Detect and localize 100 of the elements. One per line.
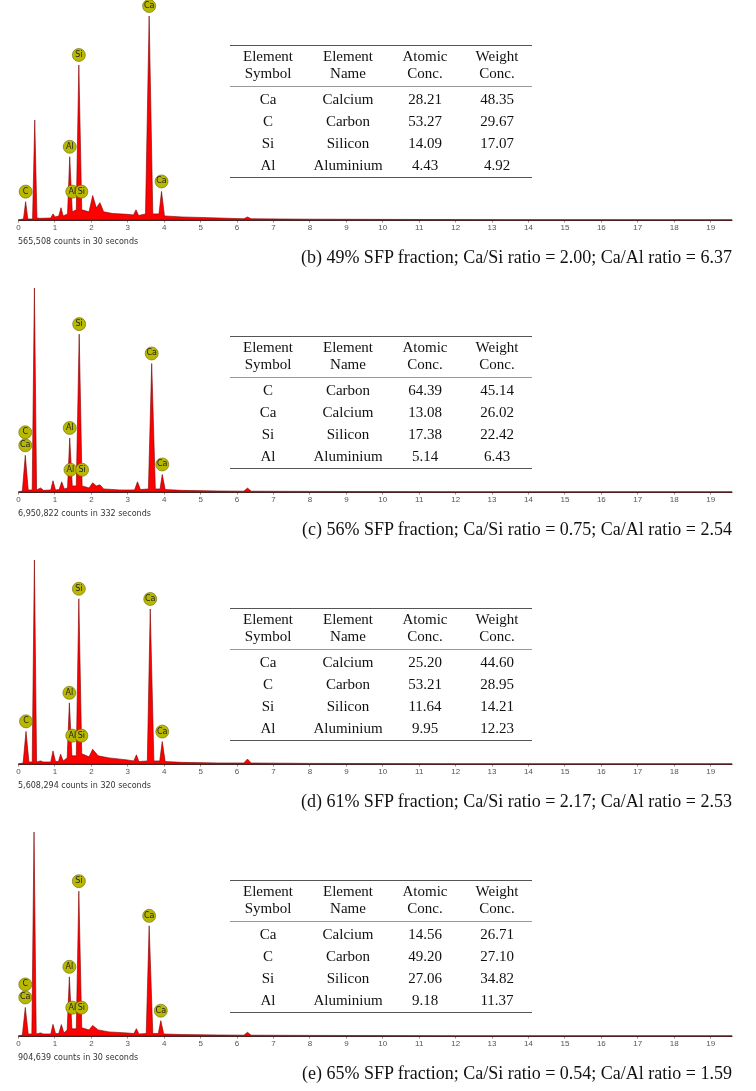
annotation: Ca: [143, 910, 155, 920]
x-tick-label: 2: [89, 1038, 95, 1048]
annotation: Ca: [259, 926, 277, 942]
annotation: Weight Conc.: [475, 611, 520, 644]
annotation: Calcium: [322, 654, 374, 670]
annotation: Element Symbol: [243, 339, 294, 372]
annotation: Al: [65, 141, 74, 151]
annotation: Al: [66, 464, 75, 474]
x-tick-label: 4: [161, 222, 167, 232]
annotation: 5.14: [411, 448, 439, 464]
x-tick-label: 19: [706, 494, 716, 504]
annotation: Silicon: [326, 426, 370, 442]
annotation: 11.37: [480, 992, 515, 1008]
annotation: Weight Conc.: [475, 48, 520, 81]
annotation: Calcium: [322, 91, 374, 107]
annotation: Aluminium: [313, 448, 383, 464]
x-tick-label: 5: [198, 1038, 204, 1048]
annotation: Element Symbol: [243, 48, 294, 81]
text: 6,950,822 counts in 332 seconds: [18, 509, 151, 518]
x-tick-label: 10: [378, 1038, 388, 1048]
x-tick-label: 19: [706, 1038, 716, 1048]
x-tick-label: 13: [487, 222, 498, 232]
annotation: Carbon: [325, 382, 371, 398]
x-tick-label: 14: [524, 494, 534, 504]
x-tick-label: 19: [706, 766, 716, 776]
x-tick-label: 1: [52, 766, 58, 776]
x-tick-label: 17: [633, 1038, 643, 1048]
x-tick-label: 18: [669, 766, 680, 776]
x-tick-label: 18: [669, 1038, 680, 1048]
annotation: Si: [75, 876, 83, 886]
x-tick-label: 4: [161, 1038, 167, 1048]
x-tick-label: 7: [271, 222, 277, 232]
annotation: Ca: [20, 440, 31, 450]
annotation: 13.08: [408, 404, 442, 420]
annotation: Element Name: [323, 48, 374, 81]
annotation: 17.38: [408, 426, 442, 442]
annotation: Atomic Conc.: [402, 611, 448, 644]
text: (c) 56% SFP fraction; Ca/Si ratio = 0.75; Ca/Al ratio = 2.54: [301, 519, 732, 540]
annotation: Si: [261, 698, 275, 714]
annotation: Ca: [146, 348, 158, 358]
x-tick-label: 19: [706, 222, 716, 232]
x-tick-label: 8: [307, 766, 313, 776]
x-tick-label: 5: [198, 222, 204, 232]
annotation: 25.20: [408, 654, 442, 670]
annotation: C: [22, 186, 29, 196]
x-tick-label: 12: [451, 222, 461, 232]
annotation: Aluminium: [313, 157, 383, 173]
annotation: Al: [65, 422, 74, 432]
annotation: Ca: [155, 1005, 167, 1015]
annotation: 22.42: [480, 426, 514, 442]
x-tick-label: 2: [89, 494, 95, 504]
x-tick-label: 9: [344, 1038, 350, 1048]
x-tick-label: 4: [161, 766, 167, 776]
x-tick-label: 2: [89, 222, 95, 232]
annotation: 53.27: [408, 113, 443, 129]
annotation: C: [22, 979, 29, 989]
x-tick-label: 7: [271, 766, 277, 776]
annotation: 6.43: [483, 448, 511, 464]
x-tick-label: 13: [487, 494, 498, 504]
annotation: Al: [260, 720, 276, 736]
x-tick-label: 17: [633, 766, 643, 776]
annotation: Si: [75, 319, 83, 329]
x-tick-label: 14: [524, 1038, 534, 1048]
text: (b) 49% SFP fraction; Ca/Si ratio = 2.00; Ca/Al ratio = 6.37: [300, 247, 732, 268]
annotation: Ca: [157, 459, 168, 469]
annotation: 28.95: [480, 676, 514, 692]
text: 5,608,294 counts in 320 seconds: [18, 781, 151, 790]
annotation: Element Name: [323, 611, 374, 644]
annotation: 44.60: [480, 654, 514, 670]
annotation: Si: [77, 186, 86, 196]
annotation: 27.06: [408, 970, 443, 986]
x-tick-label: 15: [560, 494, 570, 504]
annotation: Al: [260, 157, 276, 173]
x-tick-label: 11: [415, 494, 424, 504]
x-tick-label: 3: [125, 1038, 131, 1048]
x-tick-label: 12: [451, 494, 461, 504]
x-tick-label: 0: [16, 766, 22, 776]
annotation: Al: [65, 961, 74, 971]
annotation: Si: [77, 1002, 86, 1012]
annotation: Aluminium: [313, 992, 383, 1008]
annotation: 17.07: [480, 135, 515, 151]
annotation: Carbon: [325, 676, 371, 692]
annotation: Ca: [157, 726, 168, 736]
x-tick-label: 16: [596, 494, 607, 504]
x-tick-label: 17: [633, 494, 643, 504]
annotation: Al: [68, 730, 77, 740]
x-tick-label: 18: [669, 222, 680, 232]
annotation: Element Name: [323, 339, 374, 372]
annotation: Carbon: [325, 948, 371, 964]
annotation: Weight Conc.: [475, 339, 520, 372]
x-tick-label: 11: [415, 1038, 424, 1048]
annotation: Element Name: [323, 883, 374, 916]
annotation: Weight Conc.: [475, 883, 520, 916]
x-tick-label: 8: [307, 1038, 313, 1048]
annotation: 14.09: [408, 135, 442, 151]
x-tick-label: 14: [524, 222, 534, 232]
annotation: Calcium: [322, 926, 374, 942]
annotation: Ca: [259, 404, 277, 420]
annotation: 11.64: [408, 698, 443, 714]
annotation: Si: [261, 135, 275, 151]
